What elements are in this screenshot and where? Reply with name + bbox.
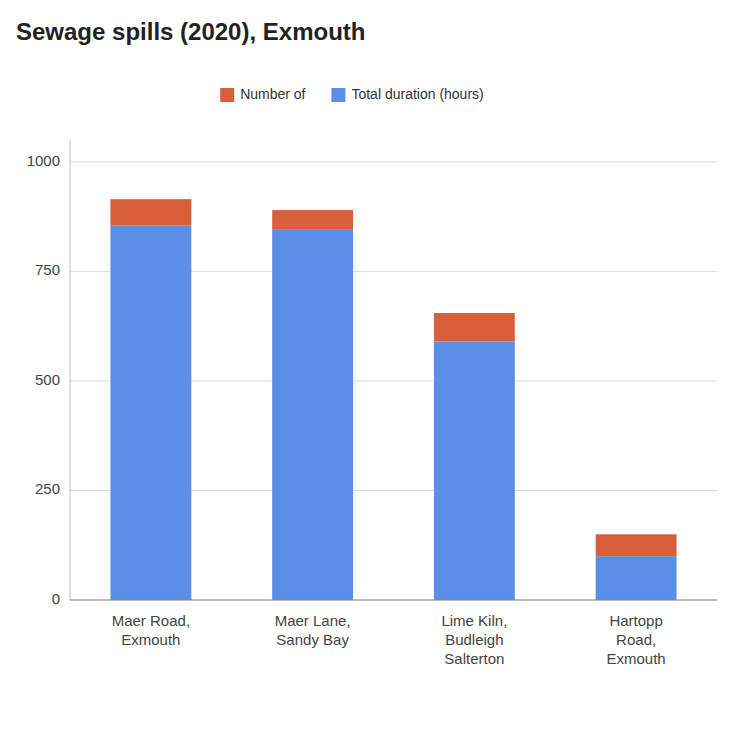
x-tick-label: HartoppRoad,Exmouth [607,612,666,667]
legend-label: Number of [240,86,305,102]
grid-line [70,161,717,162]
y-tick-label: 500 [35,371,60,388]
bar [596,534,677,556]
bar [110,199,191,225]
bar [596,556,677,600]
x-tick-label: Maer Lane,Sandy Bay [275,612,351,648]
y-tick-label: 250 [35,480,60,497]
title: Sewage spills (2020), Exmouth [16,18,365,45]
x-tick-label: Maer Road,Exmouth [112,612,190,648]
bars [110,199,676,600]
chart-container: Sewage spills (2020), Exmouth 0 250 500 750 1… [0,0,741,750]
bar [434,313,515,341]
chart: Sewage spills (2020), Exmouth 0 250 500 750 1… [0,0,741,750]
y-axis-line [70,140,71,600]
x-tick-label: Lime Kiln,BudleighSalterton [441,612,507,667]
legend-swatch [220,88,234,102]
y-tick-label: 750 [35,261,60,278]
bar [272,210,353,230]
legend-swatch [331,88,345,102]
x-axis-line [70,600,717,601]
legend: Number of Total duration (hours) [220,86,484,102]
y-tick-label: 0 [52,590,60,607]
bar [110,225,191,600]
grid-line [70,600,717,601]
bar [272,230,353,600]
legend-label: Total duration (hours) [351,86,483,102]
y-tick-label: 1000 [27,152,60,169]
grid [70,162,717,600]
bar [434,342,515,600]
